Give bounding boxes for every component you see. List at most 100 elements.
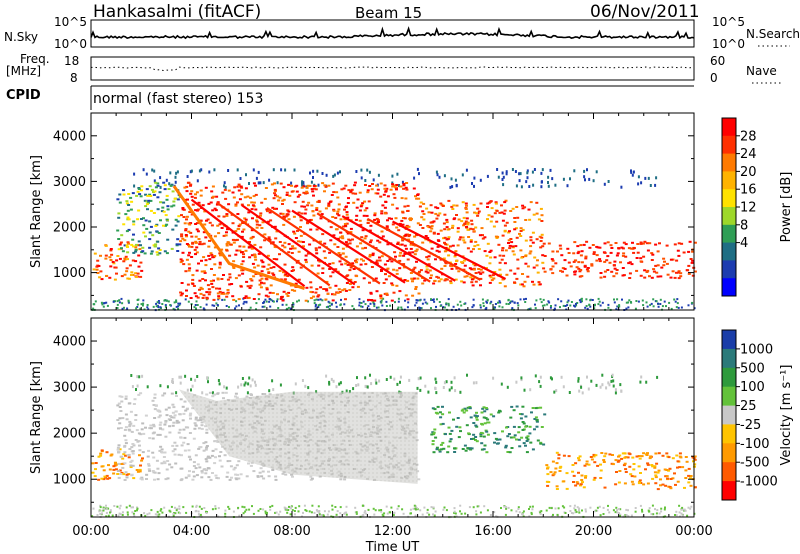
scatter-cell (195, 505, 198, 508)
echo-cell (380, 212, 384, 215)
scatter-cell (394, 301, 396, 304)
echo-cell (684, 469, 688, 472)
echo-cell (507, 231, 511, 234)
scatter-cell (546, 303, 549, 306)
echo-cell (554, 262, 558, 265)
echo-cell (516, 216, 520, 219)
echo-cell (521, 273, 524, 275)
echo-cell (157, 410, 161, 413)
echo-cell (371, 252, 375, 255)
echo-cell (317, 199, 321, 202)
echo-cell (110, 253, 114, 256)
echo-cell (187, 449, 191, 452)
echo-cell (281, 244, 285, 247)
echo-cell (386, 195, 390, 198)
echo-cell (329, 239, 333, 242)
echo-cell (400, 219, 404, 222)
echo-cell (342, 225, 346, 228)
echo-cell (341, 252, 345, 255)
scatter-cell (170, 505, 173, 508)
echo-cell (368, 281, 371, 284)
scatter-cell (676, 302, 679, 305)
echo-cell (435, 275, 439, 278)
echo-cell (460, 261, 464, 264)
scatter-cell (445, 380, 448, 384)
colorbar-tick-label: 20 (740, 165, 757, 180)
echo-cell (436, 405, 440, 408)
echo-cell (583, 265, 587, 268)
echo-cell (535, 420, 539, 423)
scatter-cell (127, 300, 130, 303)
echo-cell (211, 449, 215, 452)
echo-cell (657, 469, 661, 472)
echo-cell (521, 204, 525, 207)
echo-cell (180, 214, 183, 217)
echo-cell (582, 486, 586, 489)
scatter-cell (374, 378, 377, 382)
scatter-cell (388, 511, 391, 514)
echo-cell (138, 444, 141, 447)
scatter-cell (332, 174, 335, 178)
echo-cell (582, 243, 586, 246)
echo-cell (334, 284, 338, 287)
echo-cell (474, 439, 477, 441)
scatter-cell (439, 304, 442, 307)
scatter-cell (517, 508, 520, 510)
echo-cell (220, 248, 224, 251)
echo-cell (617, 455, 620, 458)
echo-cell (198, 446, 202, 449)
echo-cell (195, 474, 199, 477)
echo-cell (332, 191, 336, 194)
echo-cell (251, 217, 254, 220)
echo-cell (125, 230, 129, 233)
echo-cell (651, 253, 655, 256)
echo-cell (349, 264, 352, 267)
echo-cell (281, 203, 284, 205)
echo-cell (642, 255, 646, 258)
echo-cell (131, 464, 135, 467)
echo-cell (332, 209, 336, 212)
echo-cell (225, 231, 228, 234)
echo-cell (572, 481, 575, 483)
echo-cell (263, 233, 267, 236)
echo-cell (245, 475, 249, 478)
echo-cell (144, 205, 148, 208)
echo-cell (169, 415, 173, 418)
echo-cell (577, 457, 580, 460)
scatter-cell (680, 512, 683, 515)
echo-cell (532, 283, 536, 286)
scatter-cell (496, 168, 499, 171)
colorbar-swatch (722, 189, 736, 208)
echo-cell (571, 470, 575, 473)
scatter-cell (601, 301, 604, 304)
echo-cell (273, 182, 276, 185)
echo-cell (181, 251, 185, 254)
echo-cell (148, 193, 152, 196)
echo-cell (132, 403, 136, 405)
echo-cell (693, 458, 697, 461)
echo-cell (130, 200, 134, 203)
echo-cell (205, 428, 209, 431)
echo-cell (184, 229, 188, 232)
scatter-cell (540, 301, 543, 304)
echo-cell (460, 280, 464, 283)
echo-cell (276, 195, 279, 198)
scatter-cell (243, 383, 246, 387)
scatter-cell (254, 380, 256, 384)
echo-cell (430, 211, 434, 214)
scatter-cell (680, 508, 683, 511)
echo-cell (415, 197, 419, 200)
echo-cell (679, 272, 683, 275)
echo-cell (381, 204, 385, 207)
echo-cell (584, 255, 588, 258)
echo-cell (190, 235, 194, 238)
echo-cell (674, 483, 677, 486)
echo-cell (402, 254, 406, 257)
echo-cell (520, 436, 524, 439)
scatter-cell (175, 391, 178, 395)
colorbar-label: Power [dB] (779, 172, 794, 243)
echo-cell (165, 194, 169, 197)
echo-cell (473, 414, 477, 417)
scatter-cell (531, 505, 534, 508)
scatter-cell (107, 507, 110, 510)
